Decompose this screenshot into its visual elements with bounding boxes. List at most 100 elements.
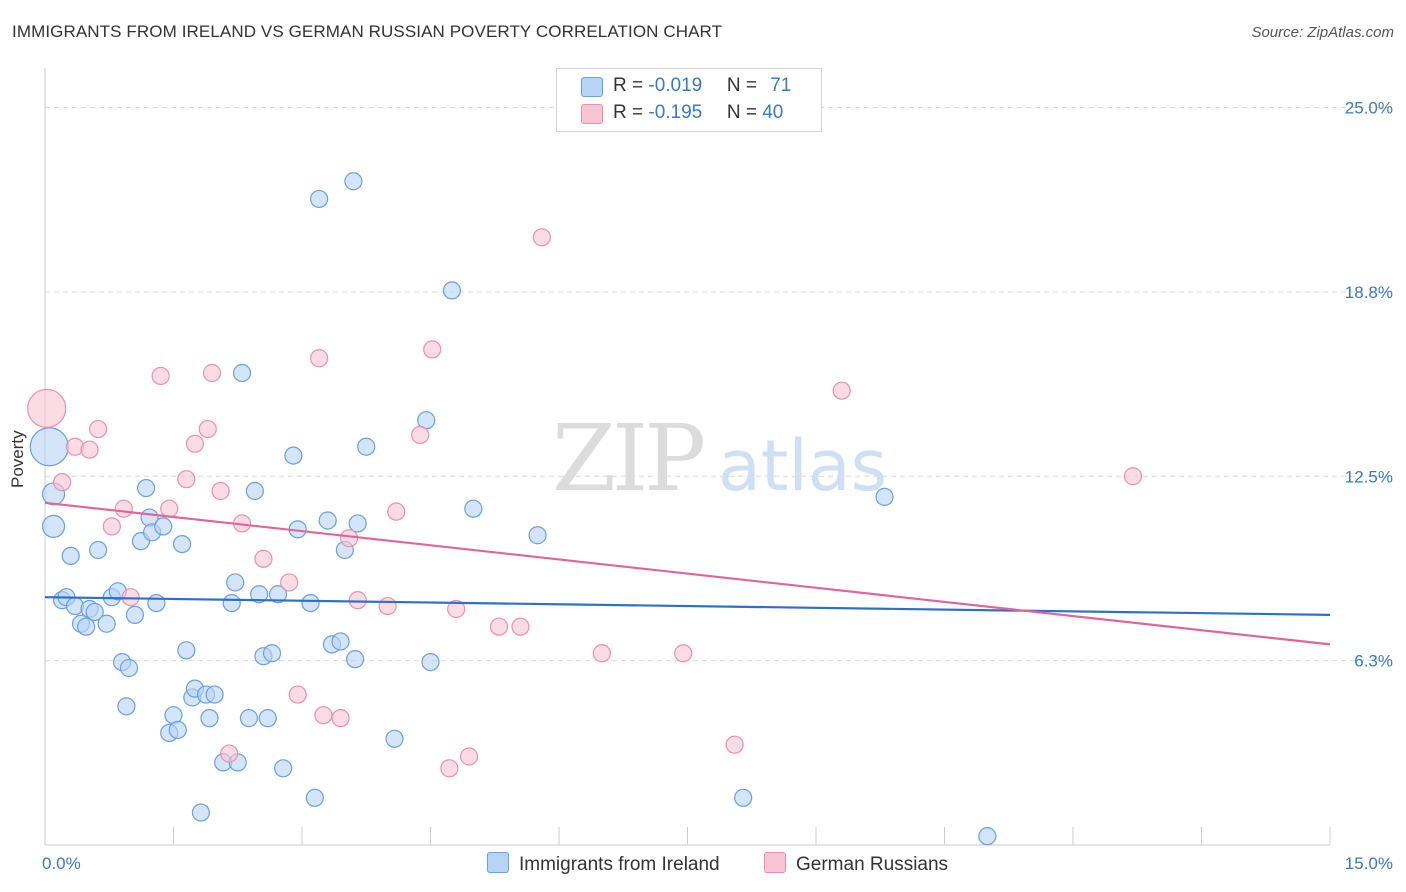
point-german-russians: [511, 617, 530, 636]
n-value-german-russians: 40: [762, 102, 784, 123]
y-axis-label: Poverty: [8, 430, 27, 488]
point-german-russians: [378, 596, 397, 616]
point-german-russians: [53, 473, 72, 492]
point-ireland: [734, 788, 753, 807]
tick-labels: 6.3% 12.5% 18.8% 25.0% 0.0% 15.0%: [42, 99, 1393, 874]
y-tick-label: 25.0%: [1345, 99, 1393, 118]
point-ireland: [268, 585, 288, 604]
point-german-russians: [459, 747, 479, 766]
point-german-russians: [185, 434, 205, 453]
point-ireland: [117, 697, 136, 716]
point-ireland: [262, 644, 282, 663]
point-german-russians: [411, 425, 430, 445]
legend-swatch-ireland: [487, 852, 509, 873]
point-ireland: [61, 546, 80, 566]
point-german-russians: [27, 388, 67, 428]
y-tick-label: 6.3%: [1354, 652, 1393, 671]
point-german-russians: [89, 419, 108, 439]
point-ireland: [222, 593, 241, 613]
point-ireland: [421, 652, 440, 672]
points-layer: [27, 172, 1143, 846]
chart-title: IMMIGRANTS FROM IRELAND VS GERMAN RUSSIA…: [12, 22, 723, 41]
point-ireland: [305, 788, 324, 807]
point-ireland: [978, 827, 997, 846]
point-german-russians: [160, 499, 179, 518]
point-german-russians: [65, 437, 85, 456]
point-ireland: [258, 709, 277, 728]
point-german-russians: [1123, 467, 1143, 486]
point-ireland: [168, 720, 187, 740]
point-ireland: [464, 499, 483, 518]
point-german-russians: [102, 517, 121, 536]
point-german-russians: [202, 363, 222, 383]
legend-item-ireland: Immigrants from Ireland: [487, 852, 720, 876]
point-ireland: [77, 617, 96, 636]
watermark-zip: ZIP: [552, 405, 703, 512]
point-ireland: [344, 172, 363, 191]
point-ireland: [41, 514, 66, 539]
point-ireland: [226, 573, 245, 592]
point-german-russians: [331, 709, 350, 728]
watermark: ZIP atlas: [552, 405, 887, 512]
point-german-russians: [177, 470, 196, 489]
point-ireland: [274, 759, 293, 778]
point-ireland: [239, 709, 258, 728]
point-ireland: [385, 729, 404, 748]
point-german-russians: [489, 617, 509, 636]
legend-item-german-russians: German Russians: [764, 852, 948, 876]
point-german-russians: [198, 419, 217, 439]
point-ireland: [442, 281, 462, 300]
point-ireland: [85, 602, 104, 622]
n-value-ireland: 71: [770, 75, 792, 96]
point-german-russians: [151, 366, 170, 386]
y-tick-label: 18.8%: [1345, 283, 1393, 302]
point-german-russians: [440, 759, 459, 778]
point-ireland: [172, 534, 192, 554]
legend-swatch-german-russians: [764, 852, 786, 873]
point-german-russians: [387, 502, 406, 521]
point-ireland: [301, 593, 320, 613]
point-ireland: [154, 517, 173, 536]
trendline-ireland: [44, 596, 1331, 616]
point-ireland: [250, 585, 269, 604]
watermark-atlas: atlas: [718, 425, 887, 507]
point-german-russians: [423, 340, 442, 359]
point-ireland: [136, 478, 156, 498]
point-german-russians: [348, 591, 367, 610]
point-german-russians: [80, 440, 99, 459]
r-value-german-russians: -0.195: [648, 102, 703, 123]
point-ireland: [125, 605, 145, 625]
stats-legend: R = -0.019 N = 71 R = -0.195 N = 40: [556, 68, 822, 132]
legend-label-ireland: Immigrants from Ireland: [519, 854, 720, 875]
legend-label-german-russians: German Russians: [796, 854, 949, 875]
ireland-swatch: [581, 77, 603, 97]
point-german-russians: [725, 735, 744, 754]
trend-layer: [44, 501, 1331, 646]
point-ireland: [318, 511, 337, 530]
point-ireland: [346, 650, 365, 669]
point-german-russians: [532, 228, 551, 247]
point-ireland: [357, 437, 376, 456]
trendline-german-russians: [44, 501, 1331, 646]
point-ireland: [310, 189, 329, 209]
point-german-russians: [211, 481, 230, 501]
point-ireland: [89, 540, 108, 560]
point-ireland: [245, 481, 264, 501]
point-german-russians: [340, 529, 359, 548]
point-ireland: [205, 685, 224, 704]
point-german-russians: [254, 549, 273, 568]
point-ireland: [147, 593, 166, 613]
point-german-russians: [447, 599, 466, 619]
point-german-russians: [314, 706, 333, 725]
point-ireland: [97, 614, 116, 633]
x-tick-label: 15.0%: [1345, 854, 1393, 873]
point-german-russians: [280, 573, 299, 592]
y-tick-label: 12.5%: [1345, 467, 1393, 486]
n-label: N =: [726, 75, 763, 96]
r-label: R =: [613, 75, 649, 96]
point-german-russians: [288, 685, 307, 704]
point-ireland: [875, 487, 894, 506]
point-ireland: [191, 803, 211, 822]
point-german-russians: [310, 349, 329, 368]
